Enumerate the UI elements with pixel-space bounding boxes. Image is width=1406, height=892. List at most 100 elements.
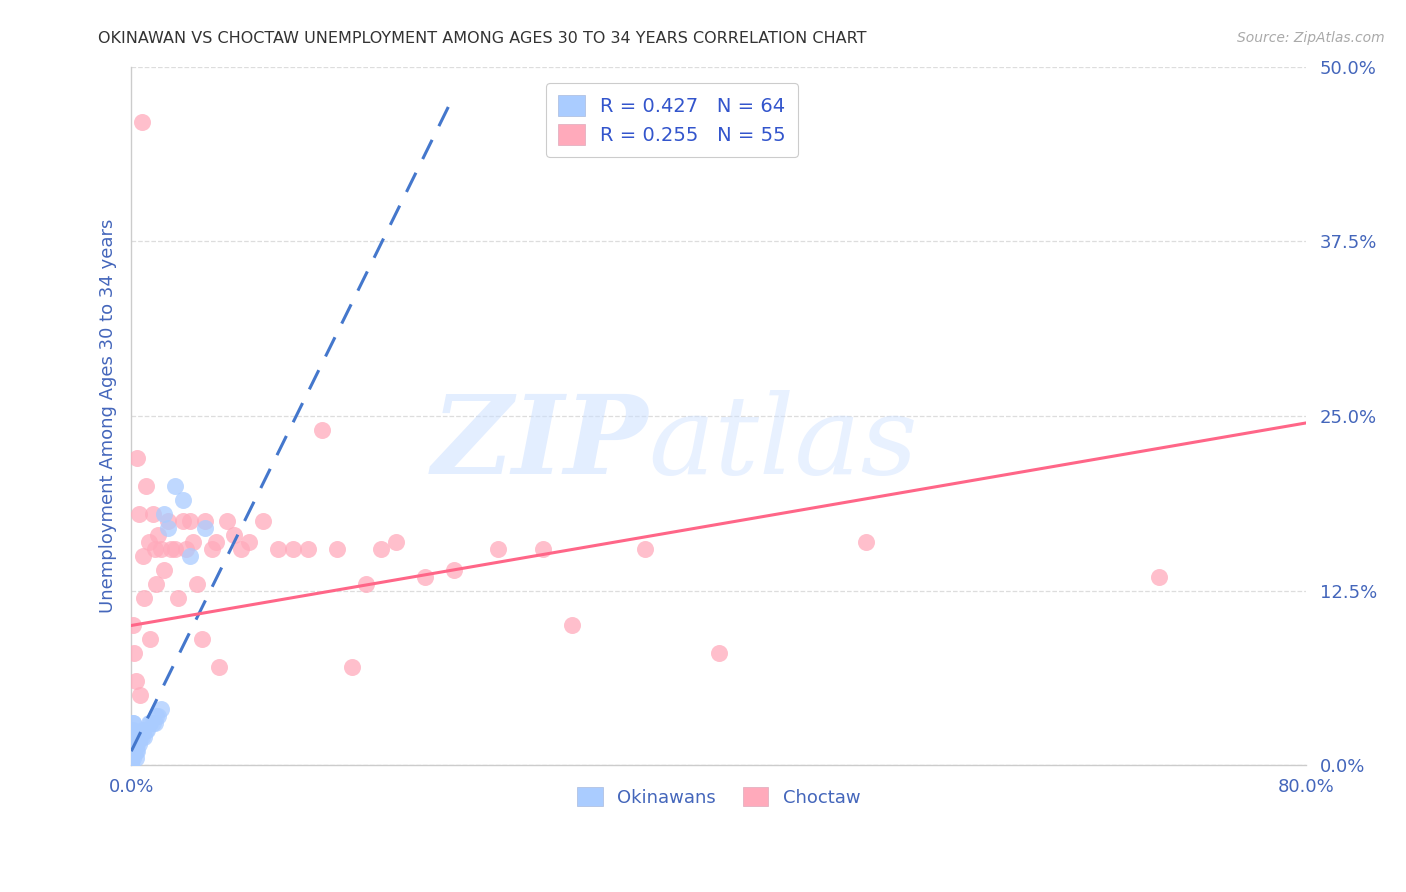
Point (165, 541, 187, 556)
Point (281, 541, 304, 556)
Point (138, 716, 160, 731)
Point (370, 541, 392, 556)
Point (120, 744, 142, 758)
Point (326, 541, 349, 556)
Point (152, 563, 174, 577)
Point (124, 744, 146, 758)
Point (120, 751, 142, 765)
Point (132, 723, 155, 738)
Point (122, 744, 145, 758)
Point (142, 507, 165, 521)
Point (120, 758, 142, 772)
Point (152, 507, 174, 521)
Point (138, 534, 160, 549)
Point (297, 541, 319, 556)
Point (413, 569, 436, 583)
Point (167, 591, 190, 605)
Point (121, 716, 143, 731)
Point (149, 541, 172, 556)
Point (145, 576, 167, 591)
Point (143, 541, 166, 556)
Point (186, 576, 208, 591)
Text: ZIP: ZIP (432, 390, 648, 498)
Point (179, 514, 201, 528)
Point (124, 751, 146, 765)
Point (120, 751, 142, 765)
Point (120, 744, 142, 758)
Point (128, 507, 150, 521)
Point (120, 758, 142, 772)
Point (181, 534, 204, 549)
Point (131, 731, 153, 745)
Point (238, 534, 260, 549)
Point (707, 647, 730, 661)
Point (252, 514, 274, 528)
Point (121, 751, 143, 765)
Text: OKINAWAN VS CHOCTAW UNEMPLOYMENT AMONG AGES 30 TO 34 YEARS CORRELATION CHART: OKINAWAN VS CHOCTAW UNEMPLOYMENT AMONG A… (98, 31, 868, 46)
Point (311, 423, 333, 437)
Point (120, 758, 142, 772)
Point (120, 751, 142, 765)
Point (356, 576, 378, 591)
Point (128, 737, 150, 751)
Point (120, 758, 142, 772)
Point (172, 514, 194, 528)
Point (179, 549, 201, 563)
Point (121, 618, 143, 632)
Point (443, 563, 465, 577)
Point (205, 534, 228, 549)
Point (215, 514, 238, 528)
Point (122, 731, 145, 745)
Point (488, 541, 510, 556)
Point (160, 541, 183, 556)
Point (120, 758, 142, 772)
Y-axis label: Unemployment Among Ages 30 to 34 years: Unemployment Among Ages 30 to 34 years (100, 219, 117, 613)
Point (120, 731, 142, 745)
Legend: Okinawans, Choctaw: Okinawans, Choctaw (568, 778, 869, 815)
Text: atlas: atlas (648, 390, 918, 498)
Point (127, 450, 149, 465)
Point (127, 744, 149, 758)
Point (142, 716, 165, 731)
Point (201, 541, 224, 556)
Point (128, 731, 150, 745)
Point (120, 723, 142, 738)
Point (561, 618, 583, 632)
Point (120, 751, 142, 765)
Point (120, 758, 142, 772)
Point (120, 737, 142, 751)
Point (146, 527, 169, 541)
Point (134, 731, 156, 745)
Point (174, 541, 197, 556)
Point (120, 744, 142, 758)
Point (136, 723, 159, 738)
Point (384, 534, 406, 549)
Point (120, 751, 142, 765)
Point (165, 479, 187, 493)
Point (129, 731, 152, 745)
Point (172, 492, 194, 507)
Point (135, 723, 157, 738)
Point (120, 737, 142, 751)
Point (120, 737, 142, 751)
Point (267, 541, 290, 556)
Point (208, 660, 231, 674)
Point (120, 758, 142, 772)
Point (120, 731, 142, 745)
Point (120, 744, 142, 758)
Point (121, 723, 143, 738)
Point (124, 674, 146, 689)
Point (340, 660, 363, 674)
Point (120, 758, 142, 772)
Point (134, 591, 156, 605)
Point (1149, 569, 1171, 583)
Point (129, 689, 152, 703)
Point (194, 514, 217, 528)
Text: Source: ZipAtlas.com: Source: ZipAtlas.com (1237, 31, 1385, 45)
Point (531, 541, 554, 556)
Point (194, 521, 217, 535)
Point (156, 514, 179, 528)
Point (139, 716, 162, 731)
Point (120, 751, 142, 765)
Point (190, 632, 212, 647)
